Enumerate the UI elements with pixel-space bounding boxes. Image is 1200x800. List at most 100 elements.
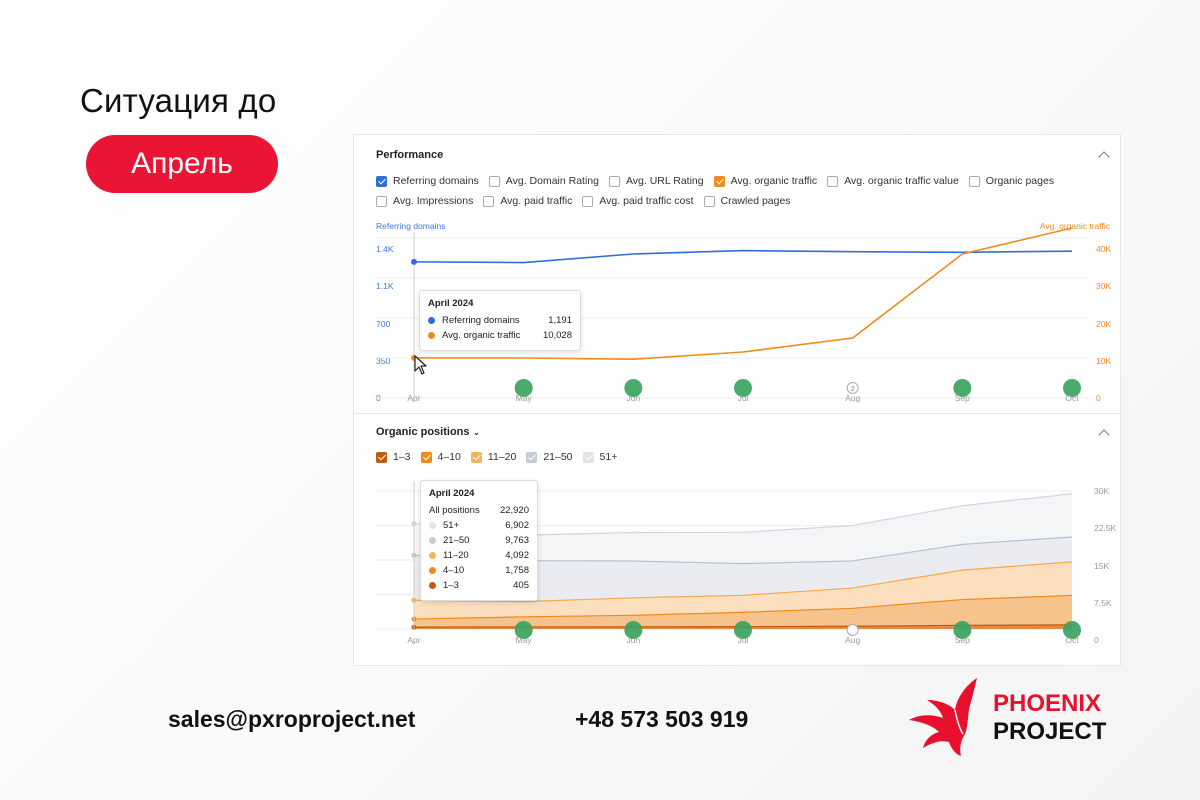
checkbox-avg-organic-traffic-value[interactable]: Avg. organic traffic value bbox=[827, 175, 959, 187]
checkbox-label: 1–3 bbox=[393, 451, 411, 463]
checkbox-label: Organic pages bbox=[985, 175, 1055, 187]
right-tick: 10K bbox=[1096, 356, 1112, 366]
positions-area-4 bbox=[414, 493, 1072, 564]
tooltip-label: All positions bbox=[429, 505, 480, 516]
x-tick-label: Oct bbox=[1065, 393, 1079, 403]
checkbox-organic-pages[interactable]: Organic pages bbox=[968, 175, 1055, 187]
referring-domains-point bbox=[411, 258, 417, 265]
x-tick-label: May bbox=[515, 635, 532, 645]
logo-line-2: PROJECT bbox=[993, 718, 1107, 745]
tooltip-row: 11–20 4,092 bbox=[429, 548, 529, 563]
organic-positions-chart bbox=[374, 481, 1081, 639]
update-marker bbox=[953, 379, 972, 397]
x-tick-label: Apr bbox=[407, 393, 421, 403]
x-tick-label: Aug bbox=[845, 635, 861, 645]
tooltip-label: 51+ bbox=[443, 520, 460, 531]
tooltip-row: 21–50 9,763 bbox=[429, 533, 529, 548]
tooltip-title: April 2024 bbox=[428, 298, 474, 309]
left-tick: 1.4K bbox=[376, 244, 394, 254]
tooltip-value: 9,763 bbox=[505, 535, 529, 546]
update-marker bbox=[734, 621, 752, 639]
checkbox-positions-51-plus[interactable]: 51+ bbox=[582, 451, 617, 463]
chevron-down-icon: ⌄ bbox=[472, 427, 481, 437]
checkbox-positions-21-50[interactable]: 21–50 bbox=[526, 451, 573, 463]
right-tick: 0 bbox=[1094, 635, 1099, 645]
update-marker-label: 2 bbox=[851, 384, 855, 393]
checkbox-avg-organic-traffic[interactable]: Avg. organic traffic bbox=[713, 175, 817, 187]
section-divider bbox=[354, 413, 1120, 414]
checkbox-label: 21–50 bbox=[543, 451, 573, 463]
positions-area-line bbox=[413, 561, 1073, 603]
update-marker bbox=[1063, 621, 1081, 639]
tooltip-label: 4–10 bbox=[443, 565, 465, 576]
tooltip-value: 4,092 bbox=[505, 550, 529, 561]
x-tick-label: Sep bbox=[954, 393, 970, 403]
tooltip-label: Avg. organic traffic bbox=[442, 330, 521, 341]
x-tick-label: Jul bbox=[737, 393, 749, 403]
x-tick-label: Sep bbox=[954, 635, 970, 645]
right-tick: 30K bbox=[1096, 281, 1112, 291]
x-tick-label: Jul bbox=[737, 635, 749, 645]
right-tick: 0 bbox=[1096, 393, 1101, 403]
update-marker bbox=[953, 621, 972, 639]
update-marker bbox=[624, 379, 643, 397]
update-marker bbox=[734, 379, 752, 397]
checkbox-label: Referring domains bbox=[393, 175, 479, 187]
tooltip-title: April 2024 bbox=[429, 488, 475, 499]
checkbox-positions-11-20[interactable]: 11–20 bbox=[470, 451, 517, 463]
checkbox-label: Avg. Impressions bbox=[393, 195, 474, 207]
series-dot-icon bbox=[428, 332, 435, 339]
left-tick: 700 bbox=[376, 319, 391, 329]
checkbox-icon bbox=[582, 451, 594, 463]
tooltip-value: 1,758 bbox=[505, 565, 529, 576]
positions-tooltip: April 2024 All positions 22,920 51+ 6,90… bbox=[420, 480, 538, 601]
tooltip-value: 1,191 bbox=[548, 315, 572, 326]
checkbox-icon bbox=[483, 195, 495, 207]
checkbox-icon bbox=[376, 451, 387, 463]
tooltip-row: All positions 22,920 bbox=[429, 503, 529, 518]
tooltip-row: 4–10 1,758 bbox=[429, 563, 529, 578]
right-tick: 30K bbox=[1094, 486, 1110, 496]
update-marker bbox=[514, 379, 533, 397]
checkbox-avg-paid-traffic[interactable]: Avg. paid traffic bbox=[483, 195, 572, 207]
checkbox-icon bbox=[420, 451, 432, 463]
checkbox-crawled-pages[interactable]: Crawled pages bbox=[703, 195, 791, 207]
series-dot-icon bbox=[428, 317, 435, 324]
right-tick: 15K bbox=[1094, 561, 1110, 571]
x-tick-label: May bbox=[515, 393, 532, 403]
checkbox-label: 11–20 bbox=[487, 451, 517, 463]
tooltip-row: 1–3 405 bbox=[429, 578, 529, 593]
checkbox-label: Avg. paid traffic bbox=[500, 195, 573, 207]
slide-heading: Ситуация до bbox=[80, 82, 277, 119]
right-tick: 40K bbox=[1096, 244, 1112, 254]
checkbox-label: Avg. Domain Rating bbox=[505, 175, 599, 187]
tooltip-value: 22,920 bbox=[499, 505, 529, 516]
checkbox-referring-domains[interactable]: Referring domains bbox=[376, 175, 479, 187]
tooltip-label: Referring domains bbox=[442, 315, 520, 326]
checkbox-icon bbox=[526, 451, 538, 463]
positions-area-2 bbox=[414, 561, 1072, 620]
performance-checkbox-row-2: Avg. Impressions Avg. paid traffic Avg. … bbox=[376, 195, 801, 207]
checkbox-icon bbox=[608, 175, 620, 187]
checkbox-positions-4-10[interactable]: 4–10 bbox=[420, 451, 461, 463]
logo-line-1: PHOENIX bbox=[993, 690, 1102, 717]
series-dot-icon bbox=[429, 537, 436, 544]
checkbox-icon bbox=[713, 175, 725, 187]
checkbox-positions-1-3[interactable]: 1–3 bbox=[376, 451, 411, 463]
series-dot-icon bbox=[429, 582, 436, 589]
checkbox-icon bbox=[703, 195, 715, 207]
performance-checkbox-row-1: Referring domains Avg. Domain Rating Avg… bbox=[376, 175, 1064, 187]
tooltip-value: 10,028 bbox=[542, 330, 572, 341]
left-axis-title: Referring domains bbox=[376, 221, 446, 231]
checkbox-avg-impressions[interactable]: Avg. Impressions bbox=[376, 195, 473, 207]
checkbox-avg-paid-traffic-cost[interactable]: Avg. paid traffic cost bbox=[582, 195, 694, 207]
right-tick: 20K bbox=[1096, 319, 1112, 329]
checkbox-avg-url-rating[interactable]: Avg. URL Rating bbox=[608, 175, 704, 187]
contact-email[interactable]: sales@pxroproject.net bbox=[168, 706, 416, 732]
contact-phone[interactable]: +48 573 503 919 bbox=[575, 706, 749, 732]
checkbox-avg-domain-rating[interactable]: Avg. Domain Rating bbox=[488, 175, 599, 187]
organic-positions-title[interactable]: Organic positions ⌄ bbox=[376, 426, 480, 438]
x-tick-label: Aug bbox=[845, 393, 861, 403]
update-marker bbox=[1063, 379, 1081, 397]
checkbox-label: Crawled pages bbox=[720, 195, 791, 207]
